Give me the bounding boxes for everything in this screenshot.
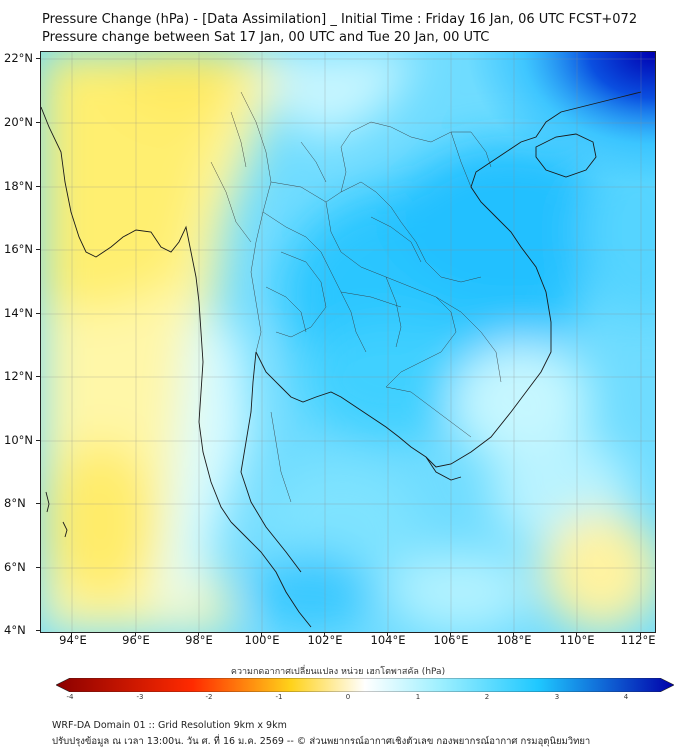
- footer-model-info: WRF-DA Domain 01 :: Grid Resolution 9km …: [52, 720, 287, 731]
- lat-tick: [36, 376, 40, 377]
- lat-label-6n: 6°N: [4, 560, 26, 574]
- lon-tick: [135, 632, 136, 636]
- lon-tick: [576, 632, 577, 636]
- lat-tick: [36, 122, 40, 123]
- colorbar-tick-label: 4: [623, 693, 629, 701]
- lon-label-100e: 100°E: [244, 633, 280, 647]
- lat-tick: [36, 249, 40, 250]
- lat-label-18n: 18°N: [4, 179, 33, 193]
- chart-title: Pressure Change (hPa) - [Data Assimilati…: [42, 12, 638, 27]
- lat-tick: [36, 313, 40, 314]
- lon-tick: [387, 632, 388, 636]
- lat-tick: [36, 503, 40, 504]
- lon-tick: [324, 632, 325, 636]
- lat-label-14n: 14°N: [4, 306, 33, 320]
- colorbar-tick-label: -2: [205, 693, 213, 701]
- lat-tick: [36, 186, 40, 187]
- colorbar-tick-label: 3: [554, 693, 560, 701]
- colorbar: [56, 678, 674, 692]
- lat-tick: [36, 58, 40, 59]
- lat-label-12n: 12°N: [4, 369, 33, 383]
- lon-label-94e: 94°E: [59, 633, 87, 647]
- lon-tick: [640, 632, 641, 636]
- colorbar-tick-label: 0: [345, 693, 351, 701]
- lon-label-112e: 112°E: [620, 633, 656, 647]
- lat-tick: [36, 567, 40, 568]
- lat-label-10n: 10°N: [4, 433, 33, 447]
- lat-label-4n: 4°N: [4, 623, 26, 637]
- lon-tick: [71, 632, 72, 636]
- colorbar-tick-label: -1: [275, 693, 283, 701]
- lat-label-22n: 22°N: [4, 51, 33, 65]
- colorbar-title: ความกดอากาศเปลี่ยนแปลง หน่วย เฮกโตพาสคัล…: [230, 667, 446, 677]
- lat-label-16n: 16°N: [4, 242, 33, 256]
- admin-borders: [210, 91, 502, 503]
- lon-tick: [198, 632, 199, 636]
- map-plot-area: [40, 51, 656, 633]
- chart-subtitle: Pressure change between Sat 17 Jan, 00 U…: [42, 30, 490, 45]
- lon-label-110e: 110°E: [559, 633, 595, 647]
- coastlines: [41, 91, 642, 628]
- lon-label-98e: 98°E: [185, 633, 213, 647]
- lon-label-96e: 96°E: [122, 633, 150, 647]
- lat-tick: [36, 440, 40, 441]
- lon-label-104e: 104°E: [370, 633, 406, 647]
- lat-label-20n: 20°N: [4, 115, 33, 129]
- graticule: [41, 52, 655, 632]
- lon-tick: [261, 632, 262, 636]
- lon-label-108e: 108°E: [496, 633, 532, 647]
- field-blue-corner: [341, 52, 655, 272]
- lon-tick: [513, 632, 514, 636]
- colorbar-tick-label: 1: [415, 693, 421, 701]
- colorbar-tick-label: 2: [484, 693, 490, 701]
- footer-credit: ปรับปรุงข้อมูล ณ เวลา 13:00น. วัน ศ. ที่…: [52, 736, 591, 747]
- colorbar-tick-label: -4: [66, 693, 74, 701]
- lat-label-8n: 8°N: [4, 496, 26, 510]
- lon-label-102e: 102°E: [307, 633, 343, 647]
- lon-tick: [450, 632, 451, 636]
- lon-label-106e: 106°E: [433, 633, 469, 647]
- lat-tick: [36, 630, 40, 631]
- colorbar-tick-label: -3: [136, 693, 144, 701]
- pressure-change-map: [41, 52, 655, 632]
